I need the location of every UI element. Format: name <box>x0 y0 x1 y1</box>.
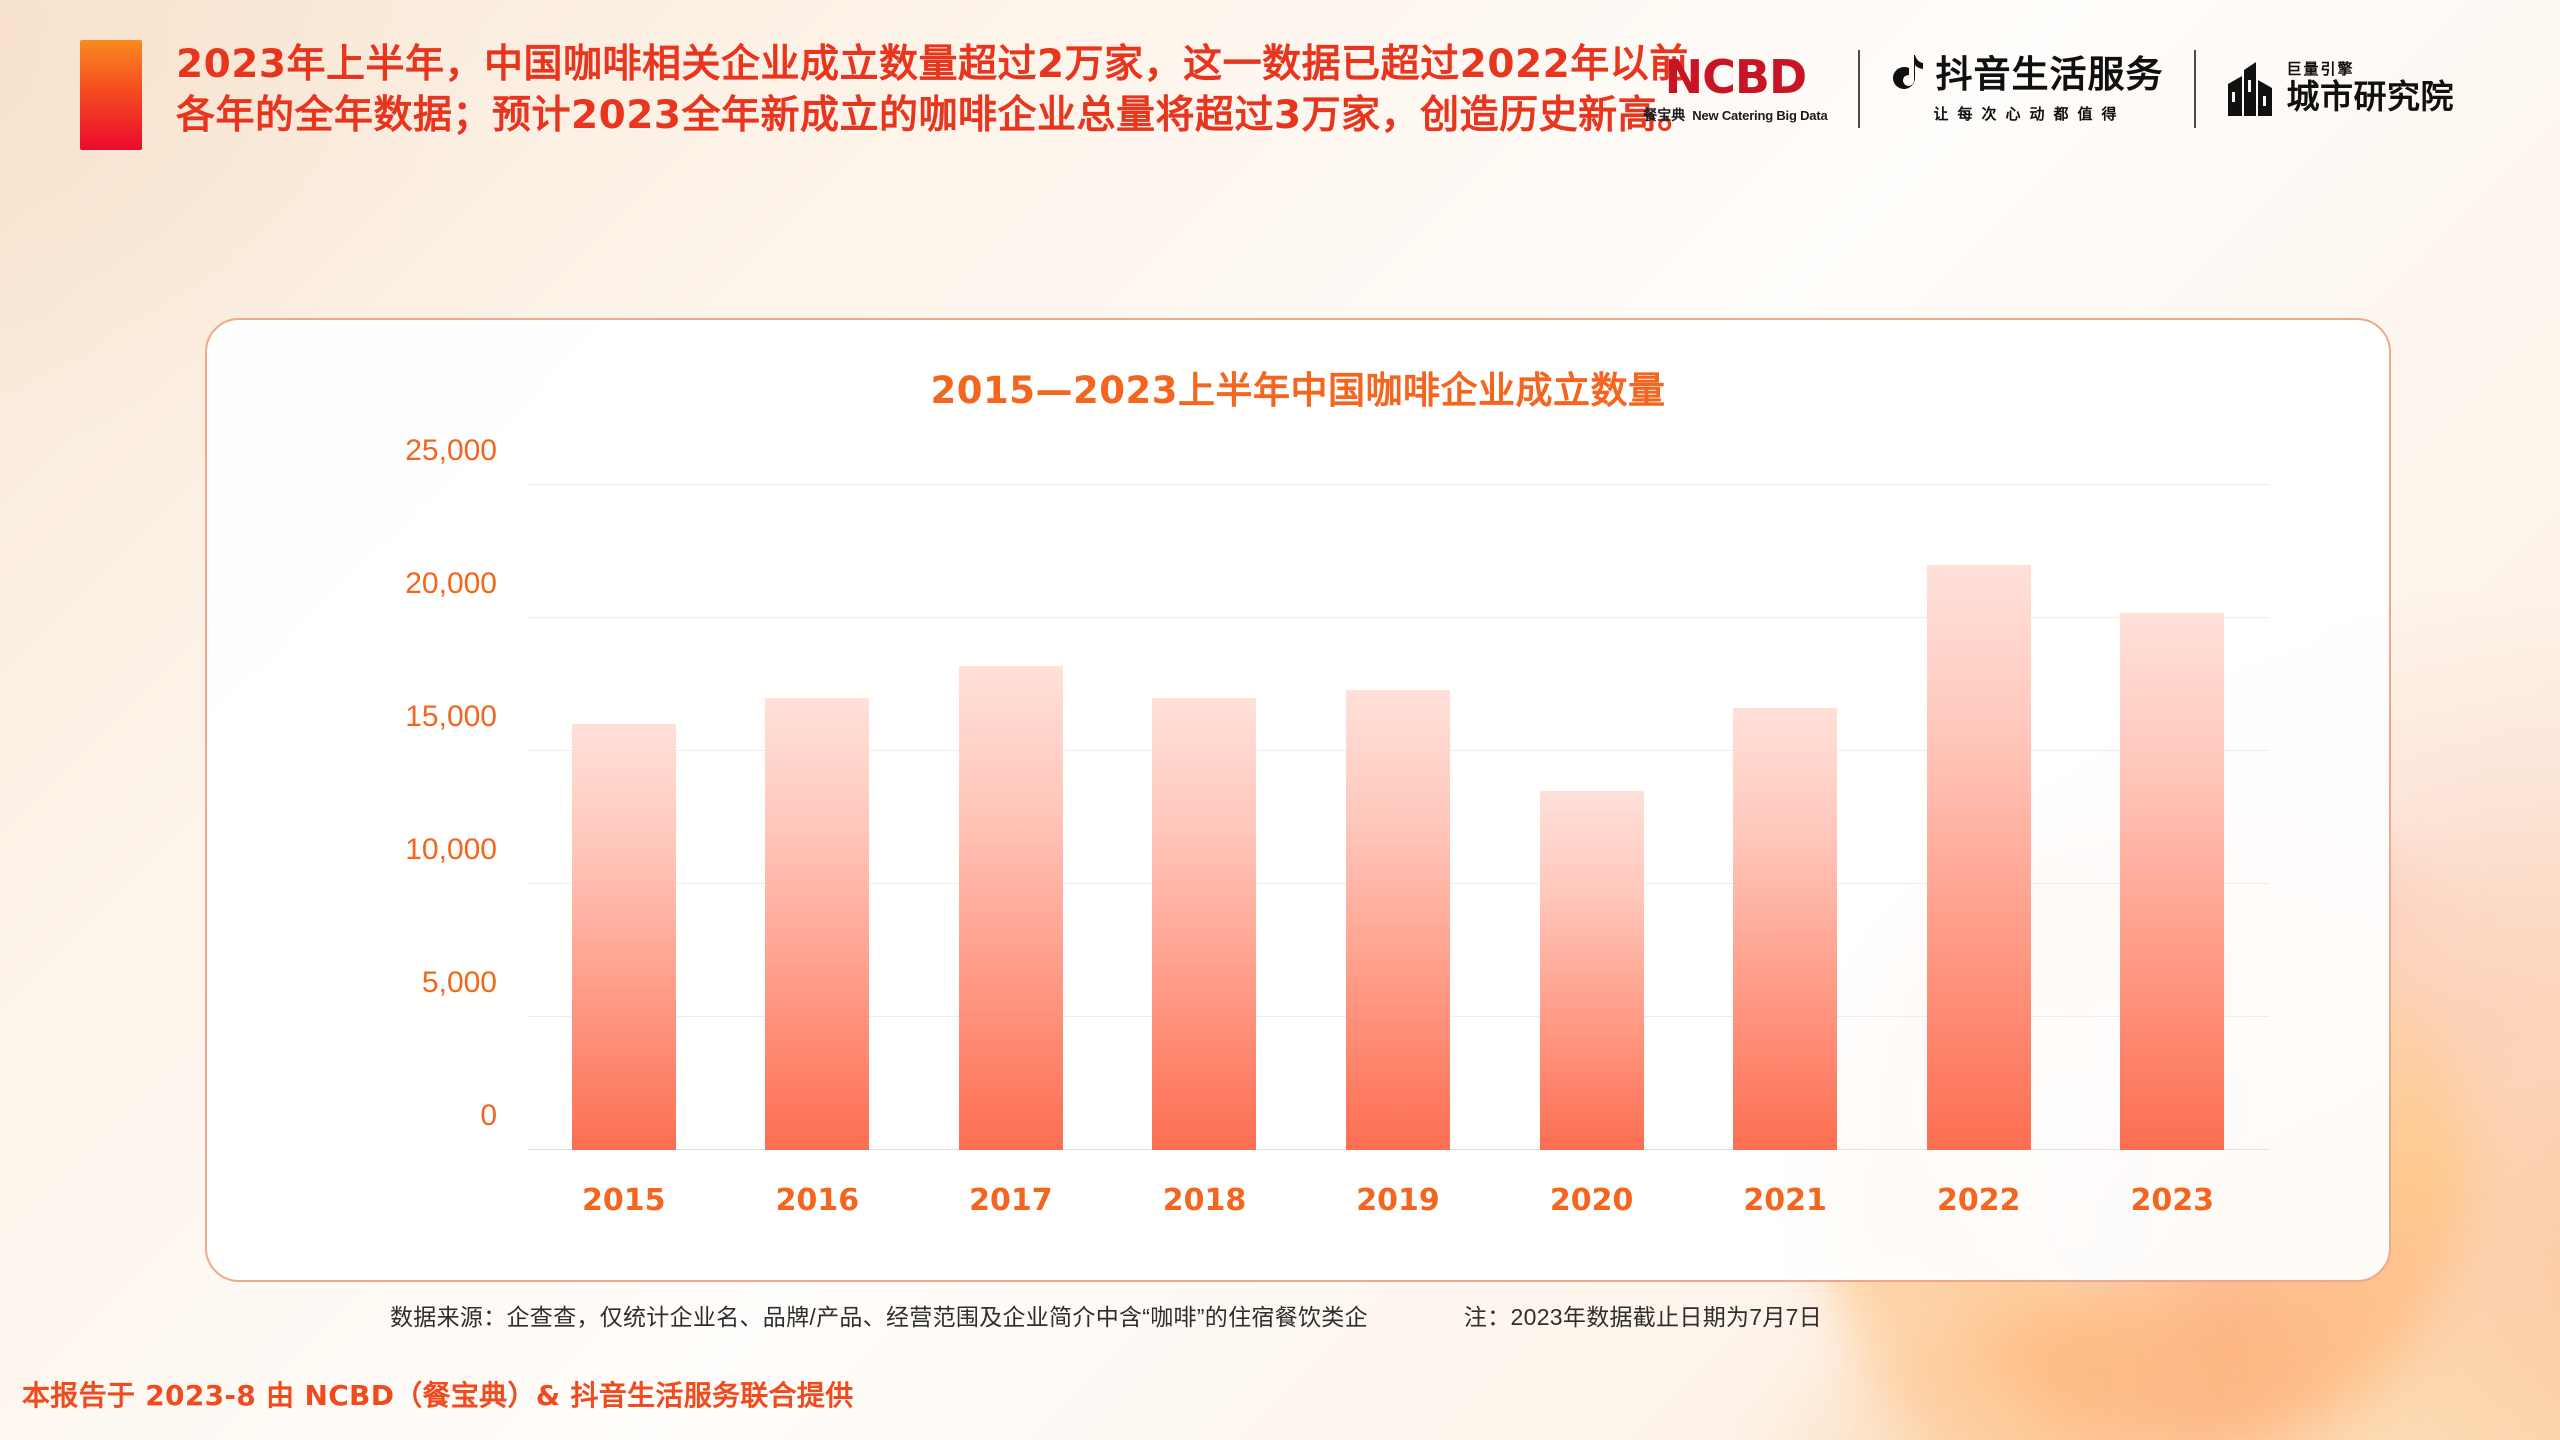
chart-plot-area: 0 5,000 10,000 15,000 20,000 25,000 <box>405 434 2269 1150</box>
chart-y-axis: 0 5,000 10,000 15,000 20,000 25,000 <box>405 434 2269 1150</box>
data-cutoff-note: 注：2023年数据截止日期为7月7日 <box>1463 1304 1823 1330</box>
bar-slot <box>1495 485 1689 1150</box>
footnote-row: 数据来源：企查查，仅统计企业名、品牌/产品、经营范围及企业简介中含“咖啡”的住宿… <box>205 1298 2355 1332</box>
logo-bar: NCBD 餐宝典 New Catering Big Data 抖音生活服务 让每… <box>1613 46 2484 132</box>
bar-slot <box>2076 485 2270 1150</box>
bar-slot <box>1108 485 1302 1150</box>
data-source-note: 数据来源：企查查，仅统计企业名、品牌/产品、经营范围及企业简介中含“咖啡”的住宿… <box>390 1304 1368 1330</box>
gridline <box>527 617 2269 618</box>
bar-slot <box>1301 485 1495 1150</box>
chart-title: 2015—2023上半年中国咖啡企业成立数量 <box>930 369 1666 412</box>
headline-block: 2023年上半年，中国咖啡相关企业成立数量超过2万家，这一数据已超过2022年以… <box>80 40 1720 150</box>
y-axis-tick-label: 20,000 <box>405 567 497 600</box>
chart-bar[interactable] <box>1733 708 1838 1150</box>
juliang-bottom-text: 城市研究院 <box>2286 78 2454 116</box>
logo-juliang: 巨量引擎 城市研究院 <box>2196 46 2485 132</box>
headline-accent-bar <box>80 40 142 150</box>
chart-bar[interactable] <box>958 665 1063 1150</box>
headline-text: 2023年上半年，中国咖啡相关企业成立数量超过2万家，这一数据已超过2022年以… <box>176 42 1697 138</box>
bar-slot <box>721 485 915 1150</box>
chart-bars <box>527 485 2269 1150</box>
logo-douyin: 抖音生活服务 让每次心动都值得 <box>1860 46 2194 132</box>
music-note-icon <box>1892 55 1923 89</box>
ncbd-subtitle-en: New Catering Big Data <box>1692 107 1828 123</box>
logo-divider-1 <box>1857 50 1860 128</box>
bar-slot <box>1882 485 2076 1150</box>
logo-ncbd: NCBD 餐宝典 New Catering Big Data <box>1613 46 1857 132</box>
chart-bar[interactable] <box>571 724 676 1150</box>
x-axis-tick-label: 2021 <box>1743 1183 1827 1218</box>
x-axis-tick-label: 2020 <box>1549 1183 1634 1218</box>
chart-x-axis: 2015 2016 2017 2018 2019 2020 2021 2022 2023 <box>527 1183 2269 1218</box>
bar-slot <box>914 485 1108 1150</box>
y-axis-tick-label: 15,000 <box>405 700 497 733</box>
bar-slot <box>527 485 721 1150</box>
y-axis-tick-label: 25,000 <box>405 434 497 467</box>
x-axis-tick-label: 2019 <box>1356 1183 1440 1218</box>
chart-bar[interactable] <box>2120 612 2225 1150</box>
chart-bar[interactable] <box>1152 697 1257 1150</box>
gridline <box>527 484 2269 485</box>
chart-bar[interactable] <box>1926 564 2031 1150</box>
juliang-top-text: 巨量引擎 <box>2286 60 2355 78</box>
x-axis-tick-label: 2022 <box>1936 1183 2021 1218</box>
x-axis-tick-label: 2018 <box>1162 1183 1247 1218</box>
report-footer: 本报告于 2023-8 由 NCBD（餐宝典）& 抖音生活服务联合提供 <box>22 1379 854 1412</box>
y-axis-tick-label: 0 <box>480 1099 497 1132</box>
x-axis-tick-label: 2015 <box>582 1183 666 1218</box>
buildings-icon <box>2227 62 2272 116</box>
ncbd-wordmark: NCBD <box>1664 49 1808 104</box>
x-axis-tick-label: 2016 <box>775 1183 860 1218</box>
ncbd-subtitle-cn: 餐宝典 <box>1643 106 1686 123</box>
x-axis-tick-label: 2023 <box>2130 1183 2215 1218</box>
bar-slot <box>1688 485 1882 1150</box>
y-axis-tick-label: 5,000 <box>421 966 497 999</box>
douyin-slogan: 让每次心动都值得 <box>1933 106 2126 123</box>
logo-divider-2 <box>2193 50 2196 128</box>
chart-bar[interactable] <box>765 697 870 1150</box>
y-axis-tick-label: 10,000 <box>405 833 497 866</box>
x-axis-tick-label: 2017 <box>969 1183 1053 1218</box>
chart-bar[interactable] <box>1346 689 1451 1150</box>
douyin-wordmark: 抖音生活服务 <box>1935 53 2164 95</box>
chart-card: 2015—2023上半年中国咖啡企业成立数量 0 5,000 10,000 15,00… <box>205 318 2391 1282</box>
chart-bar[interactable] <box>1539 790 1644 1150</box>
